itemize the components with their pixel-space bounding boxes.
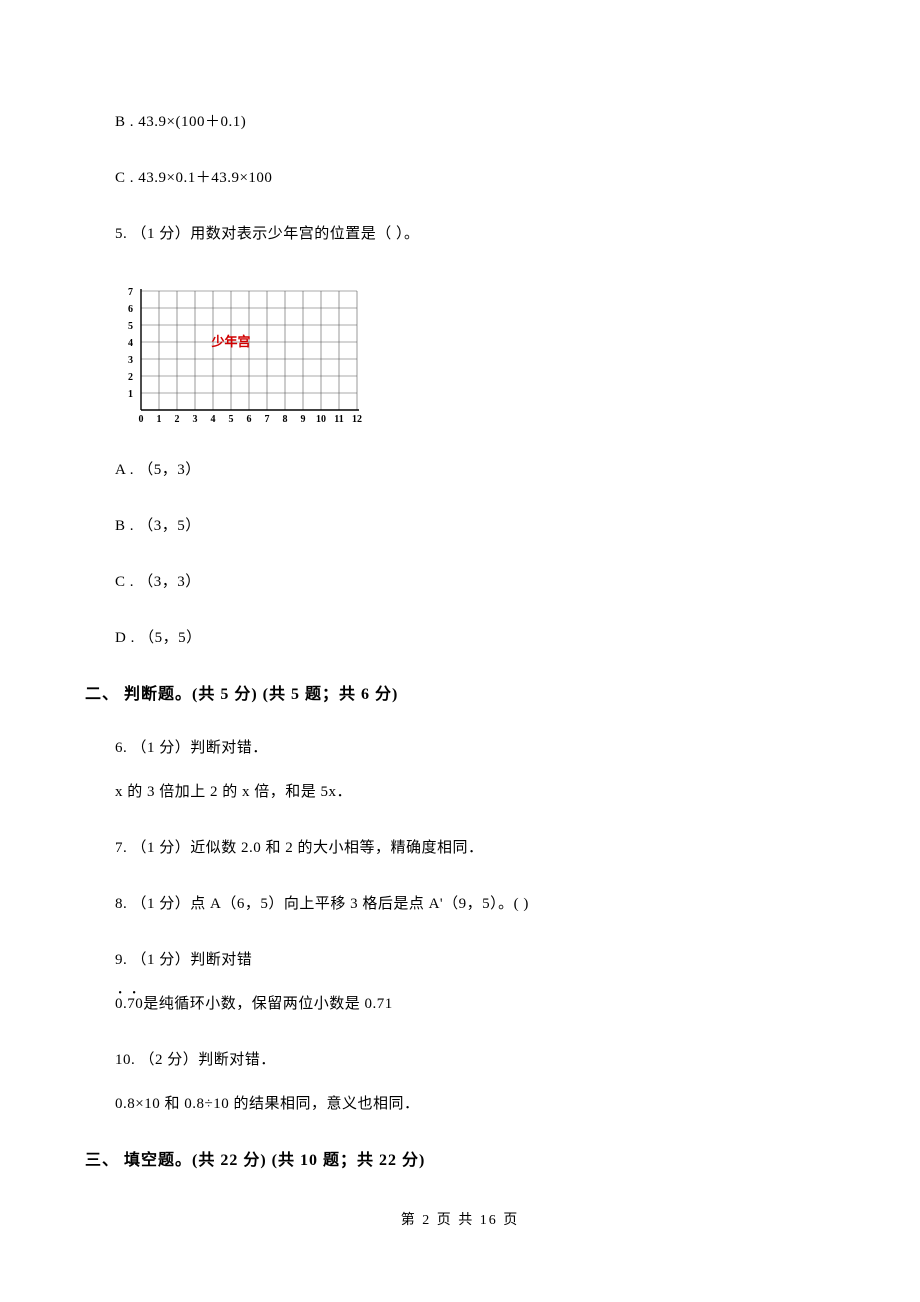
svg-text:5: 5 <box>128 321 133 332</box>
page-footer: 第 2 页 共 16 页 <box>0 1210 920 1232</box>
q5-option-c: C . （3，3） <box>115 570 805 594</box>
svg-text:9: 9 <box>301 414 306 425</box>
question-7: 7. （1 分）近似数 2.0 和 2 的大小相等，精确度相同． <box>115 836 805 860</box>
svg-text:5: 5 <box>229 414 234 425</box>
question-9-line1: 9. （1 分）判断对错 <box>115 948 805 972</box>
svg-text:2: 2 <box>128 372 133 383</box>
svg-text:3: 3 <box>128 355 133 366</box>
page: B . 43.9×(100＋0.1) C . 43.9×0.1＋43.9×100… <box>0 0 920 1302</box>
svg-text:1: 1 <box>128 389 133 400</box>
q9-rest: 是纯循环小数，保留两位小数是 0.71 <box>143 996 393 1012</box>
option-c-prev: C . 43.9×0.1＋43.9×100 <box>115 166 805 190</box>
svg-text:6: 6 <box>247 414 252 425</box>
svg-text:0: 0 <box>139 414 144 425</box>
svg-text:1: 1 <box>157 414 162 425</box>
question-10-line2: 0.8×10 和 0.8÷10 的结果相同，意义也相同． <box>115 1092 805 1116</box>
option-b-prev: B . 43.9×(100＋0.1) <box>115 110 805 134</box>
q9-recurring-dots: • • <box>115 989 143 999</box>
svg-text:7: 7 <box>128 287 133 298</box>
svg-text:少年宫: 少年宫 <box>210 334 250 349</box>
question-6-line1: 6. （1 分）判断对错． <box>115 736 805 760</box>
question-5: 5. （1 分）用数对表示少年宫的位置是（ ）。 <box>115 222 805 246</box>
q5-grid-figure: 01234567891011121234567少年宫 <box>113 278 805 430</box>
q5-option-d: D . （5，5） <box>115 626 805 650</box>
svg-text:12: 12 <box>352 414 362 425</box>
svg-text:4: 4 <box>211 414 216 425</box>
svg-text:10: 10 <box>316 414 326 425</box>
svg-text:7: 7 <box>265 414 270 425</box>
svg-text:6: 6 <box>128 304 133 315</box>
svg-text:2: 2 <box>175 414 180 425</box>
question-8: 8. （1 分）点 A（6，5）向上平移 3 格后是点 A'（9，5）。( ) <box>115 892 805 916</box>
question-6-line2: x 的 3 倍加上 2 的 x 倍，和是 5x． <box>115 780 805 804</box>
svg-text:3: 3 <box>193 414 198 425</box>
question-10-line1: 10. （2 分）判断对错． <box>115 1048 805 1072</box>
q5-option-a: A . （5，3） <box>115 458 805 482</box>
q5-option-b: B . （3，5） <box>115 514 805 538</box>
grid-svg: 01234567891011121234567少年宫 <box>113 278 365 430</box>
section-2-heading: 二、 判断题。(共 5 分) (共 5 题；共 6 分) <box>85 682 805 708</box>
section-3-heading: 三、 填空题。(共 22 分) (共 10 题；共 22 分) <box>85 1148 805 1174</box>
q9-recurring-decimal: • • 0.70 <box>115 992 143 1016</box>
question-9-line2: • • 0.70 是纯循环小数，保留两位小数是 0.71 <box>115 992 805 1016</box>
svg-text:4: 4 <box>128 338 133 349</box>
svg-text:11: 11 <box>334 414 343 425</box>
svg-text:8: 8 <box>283 414 288 425</box>
